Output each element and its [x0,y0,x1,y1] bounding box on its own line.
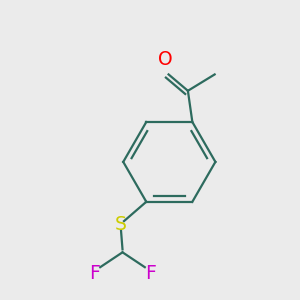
Text: O: O [158,50,173,69]
Text: F: F [89,264,100,283]
Text: S: S [115,214,127,234]
Text: F: F [145,264,156,283]
